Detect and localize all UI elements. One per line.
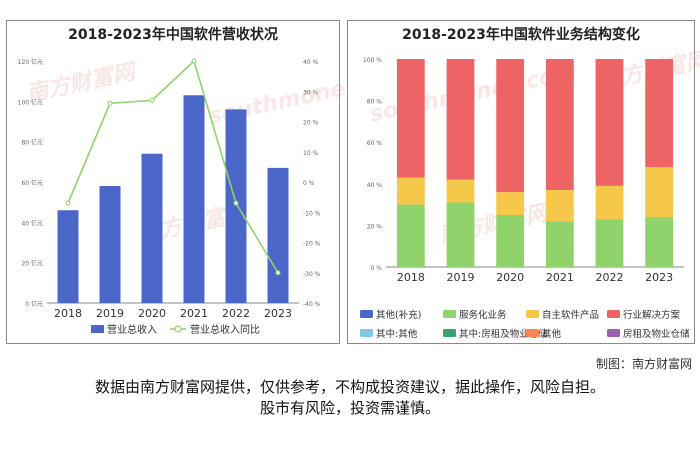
stack-segment (545, 221, 574, 267)
y-left-tick-label: 60 亿元 (21, 179, 43, 187)
stack-segment (446, 179, 475, 203)
y-tick-label: 20 % (367, 223, 383, 230)
revenue-bar (141, 153, 163, 303)
y-tick-label: 100 % (363, 57, 382, 64)
legend-swatch (443, 310, 456, 318)
stack-segment (446, 202, 475, 267)
revenue-bar (99, 186, 121, 303)
x-tick-label: 2018 (54, 307, 82, 320)
legend-swatch (360, 329, 373, 337)
y-left-tick-label: 20 亿元 (21, 260, 43, 268)
y-left-tick-label: 80 亿元 (21, 139, 43, 147)
revenue-bar (57, 210, 79, 303)
y-left-tick-label: 0 亿元 (25, 300, 43, 308)
revenue-yoy-point (275, 270, 281, 276)
y-tick-label: 0 % (371, 265, 383, 272)
legend-swatch (607, 310, 620, 318)
stack-segment (645, 59, 674, 168)
legend-label: 其他 (542, 328, 562, 340)
stack-segment (645, 167, 674, 218)
y-tick-label: 40 % (367, 182, 383, 189)
legend-swatch (443, 329, 456, 337)
legend-swatch (360, 310, 373, 318)
y-tick-label: 60 % (367, 140, 383, 147)
y-right-tick-label: -10 % (303, 210, 321, 217)
y-right-tick-label: 30 % (303, 89, 319, 96)
x-tick-label: 2022 (222, 307, 250, 320)
y-right-tick-label: 40 % (303, 59, 319, 66)
legend-label: 其中:房租及物业仓储 (459, 328, 548, 340)
revenue-chart-title: 2018-2023年中国软件营收状况 (68, 27, 278, 43)
x-tick-label: 2021 (180, 307, 208, 320)
legend-label: 其中:其他 (376, 328, 418, 340)
stack-segment (545, 59, 574, 191)
y-left-tick-label: 40 亿元 (21, 219, 43, 227)
legend-label: 服务化业务 (459, 309, 507, 321)
disclaimer: 数据由南方财富网提供，仅供参考，不构成投资建议，据此操作，风险自担。 股市有风险… (0, 377, 700, 419)
y-right-tick-label: -20 % (303, 241, 321, 248)
stack-segment (645, 217, 674, 267)
stack-segment (446, 59, 475, 180)
legend-label-yoy: 营业总收入同比 (190, 323, 260, 336)
legend-label: 其他(补充) (376, 309, 421, 321)
x-tick-label: 2019 (96, 307, 124, 320)
x-tick-label: 2020 (138, 307, 166, 320)
y-left-tick-label: 100 亿元 (18, 98, 43, 106)
legend-swatch-revenue (91, 325, 104, 333)
stack-segment (396, 204, 425, 267)
revenue-bar (225, 109, 247, 304)
stack-segment (545, 190, 574, 222)
revenue-yoy-point (65, 200, 71, 206)
structure-chart-title: 2018-2023年中国软件业务结构变化 (402, 27, 640, 43)
disclaimer-line-2: 股市有风险，投资需谨慎。 (259, 399, 440, 417)
y-right-tick-label: 10 % (303, 150, 319, 157)
stack-segment (595, 59, 624, 186)
chart-credit: 制图：南方财富网 (595, 357, 692, 371)
revenue-yoy-point (107, 100, 113, 106)
structure-chart-panel: 2018-2023年中国软件业务结构变化 南方财富网 southmoney.co… (347, 20, 700, 344)
y-right-tick-label: 0 % (303, 180, 315, 187)
y-right-tick-label: 20 % (303, 120, 319, 127)
revenue-yoy-point (149, 97, 155, 103)
legend-label: 行业解决方案 (623, 309, 681, 321)
x-tick-label: 2018 (397, 271, 425, 284)
y-tick-label: 80 % (367, 99, 383, 106)
legend-label-revenue: 营业总收入 (107, 323, 157, 336)
legend-swatch (526, 329, 539, 337)
stack-segment (595, 185, 624, 220)
stack-segment (496, 215, 525, 267)
stack-segment (396, 177, 425, 205)
x-tick-label: 2020 (496, 271, 524, 284)
legend-swatch (526, 310, 539, 318)
stack-segment (595, 219, 624, 267)
x-tick-label: 2023 (264, 307, 292, 320)
stack-segment (496, 59, 525, 193)
y-left-tick-label: 120 亿元 (18, 58, 43, 66)
revenue-chart-panel: 2018-2023年中国软件营收状况 南方财富网 southmoney.com … (6, 20, 418, 344)
x-tick-label: 2019 (447, 271, 475, 284)
revenue-bar (267, 167, 289, 303)
revenue-yoy-point (233, 200, 239, 206)
x-tick-label: 2021 (546, 271, 574, 284)
structure-chart-svg: 0 % 20 % 40 % 60 % 80 % 100 % 2018 2019 2020 2021… (360, 57, 690, 340)
legend-swatch-yoy-point (174, 325, 182, 333)
legend-swatch (607, 329, 620, 337)
y-right-tick-label: -30 % (303, 271, 321, 278)
stack-segment (496, 192, 525, 215)
revenue-bar (183, 95, 205, 304)
x-tick-label: 2023 (645, 271, 673, 284)
legend-label: 房租及物业仓储 (623, 328, 690, 340)
revenue-chart-svg: 0 亿元 20 亿元 40 亿元 60 亿元 80 亿元 100 亿元 120 亿元 -40 … (18, 58, 321, 336)
x-tick-label: 2022 (596, 271, 624, 284)
stack-segment (396, 59, 425, 178)
disclaimer-line-1: 数据由南方财富网提供，仅供参考，不构成投资建议，据此操作，风险自担。 (94, 378, 605, 396)
revenue-yoy-line (67, 59, 279, 274)
legend-label: 自主软件产品 (542, 309, 599, 321)
y-right-tick-label: -40 % (303, 301, 321, 308)
revenue-yoy-point (191, 58, 197, 64)
